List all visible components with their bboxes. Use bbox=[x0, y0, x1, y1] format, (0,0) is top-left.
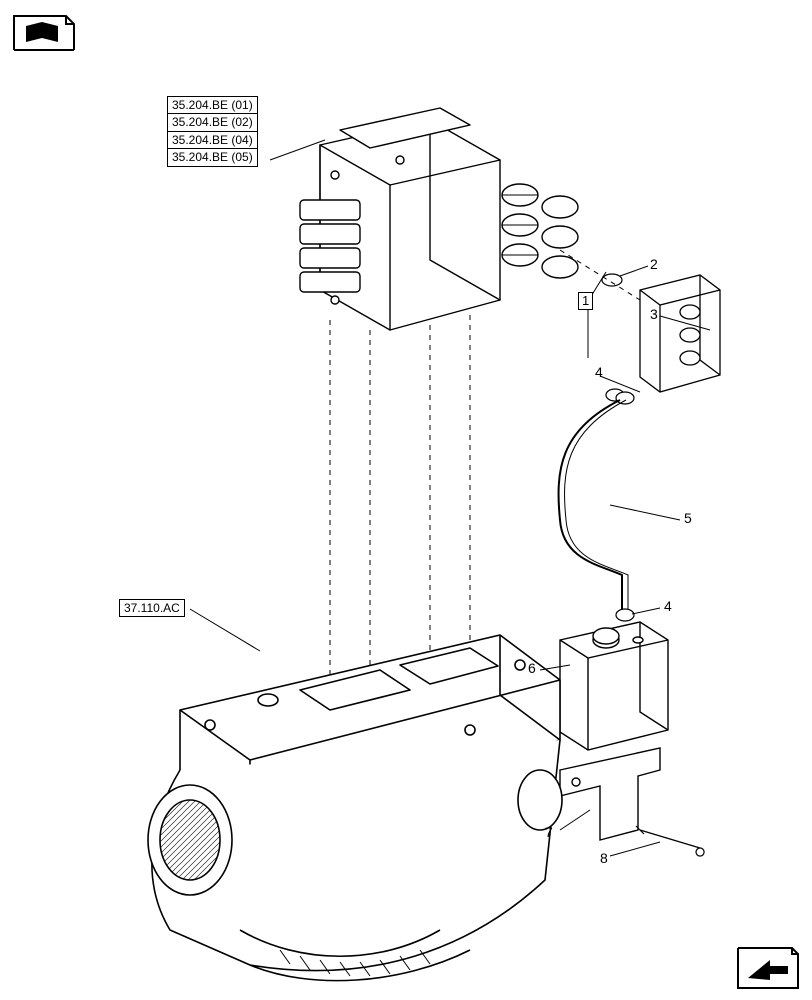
callout-5: 5 bbox=[684, 510, 692, 526]
callout-3: 3 bbox=[650, 306, 658, 322]
callout-7: 7 bbox=[545, 824, 553, 840]
callout-group-box: 1 bbox=[578, 292, 593, 310]
callout-4-bottom: 4 bbox=[664, 598, 672, 614]
callout-2: 2 bbox=[650, 256, 658, 272]
callout-6: 6 bbox=[528, 660, 536, 676]
exploded-diagram-art bbox=[0, 0, 812, 1000]
callout-4-top: 4 bbox=[595, 364, 603, 380]
callout-8: 8 bbox=[600, 850, 608, 866]
parts-diagram-page: 35.204.BE (01) 35.204.BE (02) 35.204.BE … bbox=[0, 0, 812, 1000]
